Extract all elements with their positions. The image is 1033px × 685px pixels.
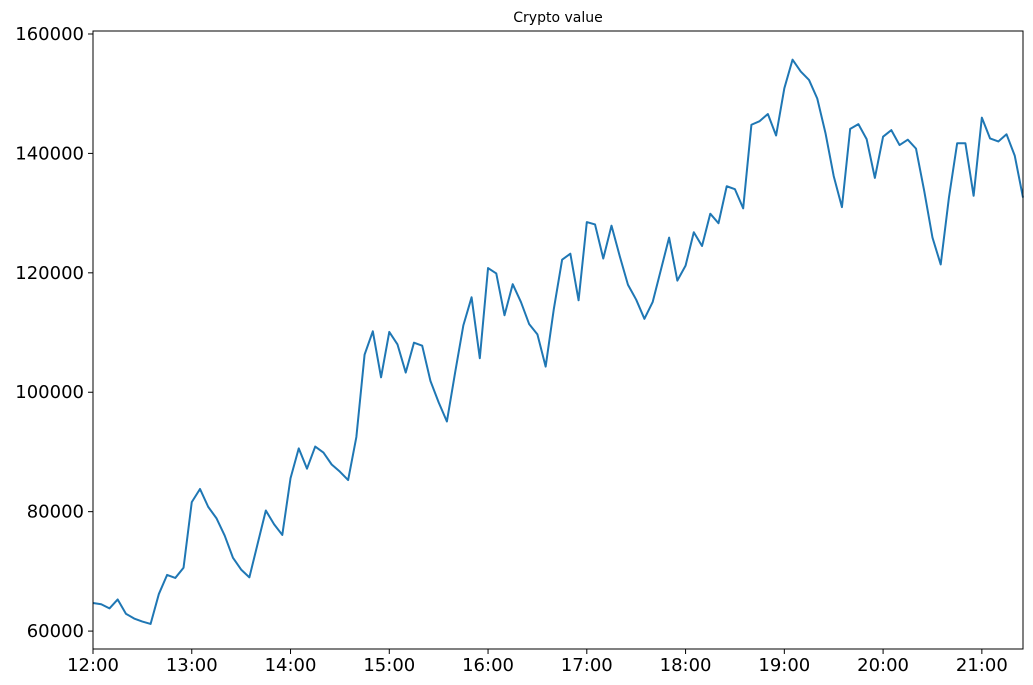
x-tick-label: 21:00 bbox=[956, 655, 1008, 676]
y-tick-label: 160000 bbox=[15, 24, 84, 45]
chart-title: Crypto value bbox=[513, 10, 602, 26]
x-tick-label: 19:00 bbox=[758, 655, 810, 676]
x-tick-label: 15:00 bbox=[363, 655, 415, 676]
y-tick-label: 100000 bbox=[15, 382, 84, 403]
y-tick-label: 140000 bbox=[15, 143, 84, 164]
x-tick-label: 13:00 bbox=[166, 655, 218, 676]
plot-frame bbox=[92, 30, 1024, 650]
x-tick-label: 18:00 bbox=[660, 655, 712, 676]
x-tick-label: 14:00 bbox=[265, 655, 317, 676]
plot-area bbox=[92, 58, 1024, 625]
y-tick-label: 80000 bbox=[27, 502, 84, 523]
x-tick-label: 16:00 bbox=[462, 655, 514, 676]
y-tick-label: 60000 bbox=[27, 621, 84, 642]
y-tick-label: 120000 bbox=[15, 263, 84, 284]
x-tick-label: 17:00 bbox=[561, 655, 613, 676]
y-axis-ticks: 60000 80000 100000 120000 140000 160000 bbox=[15, 24, 93, 642]
x-tick-label: 12:00 bbox=[67, 655, 119, 676]
x-axis-ticks: 12:00 13:00 14:00 15:00 16:00 17:00 18:00 19:00… bbox=[67, 649, 1008, 676]
x-tick-label: 20:00 bbox=[857, 655, 909, 676]
series-line-0 bbox=[92, 58, 1024, 625]
